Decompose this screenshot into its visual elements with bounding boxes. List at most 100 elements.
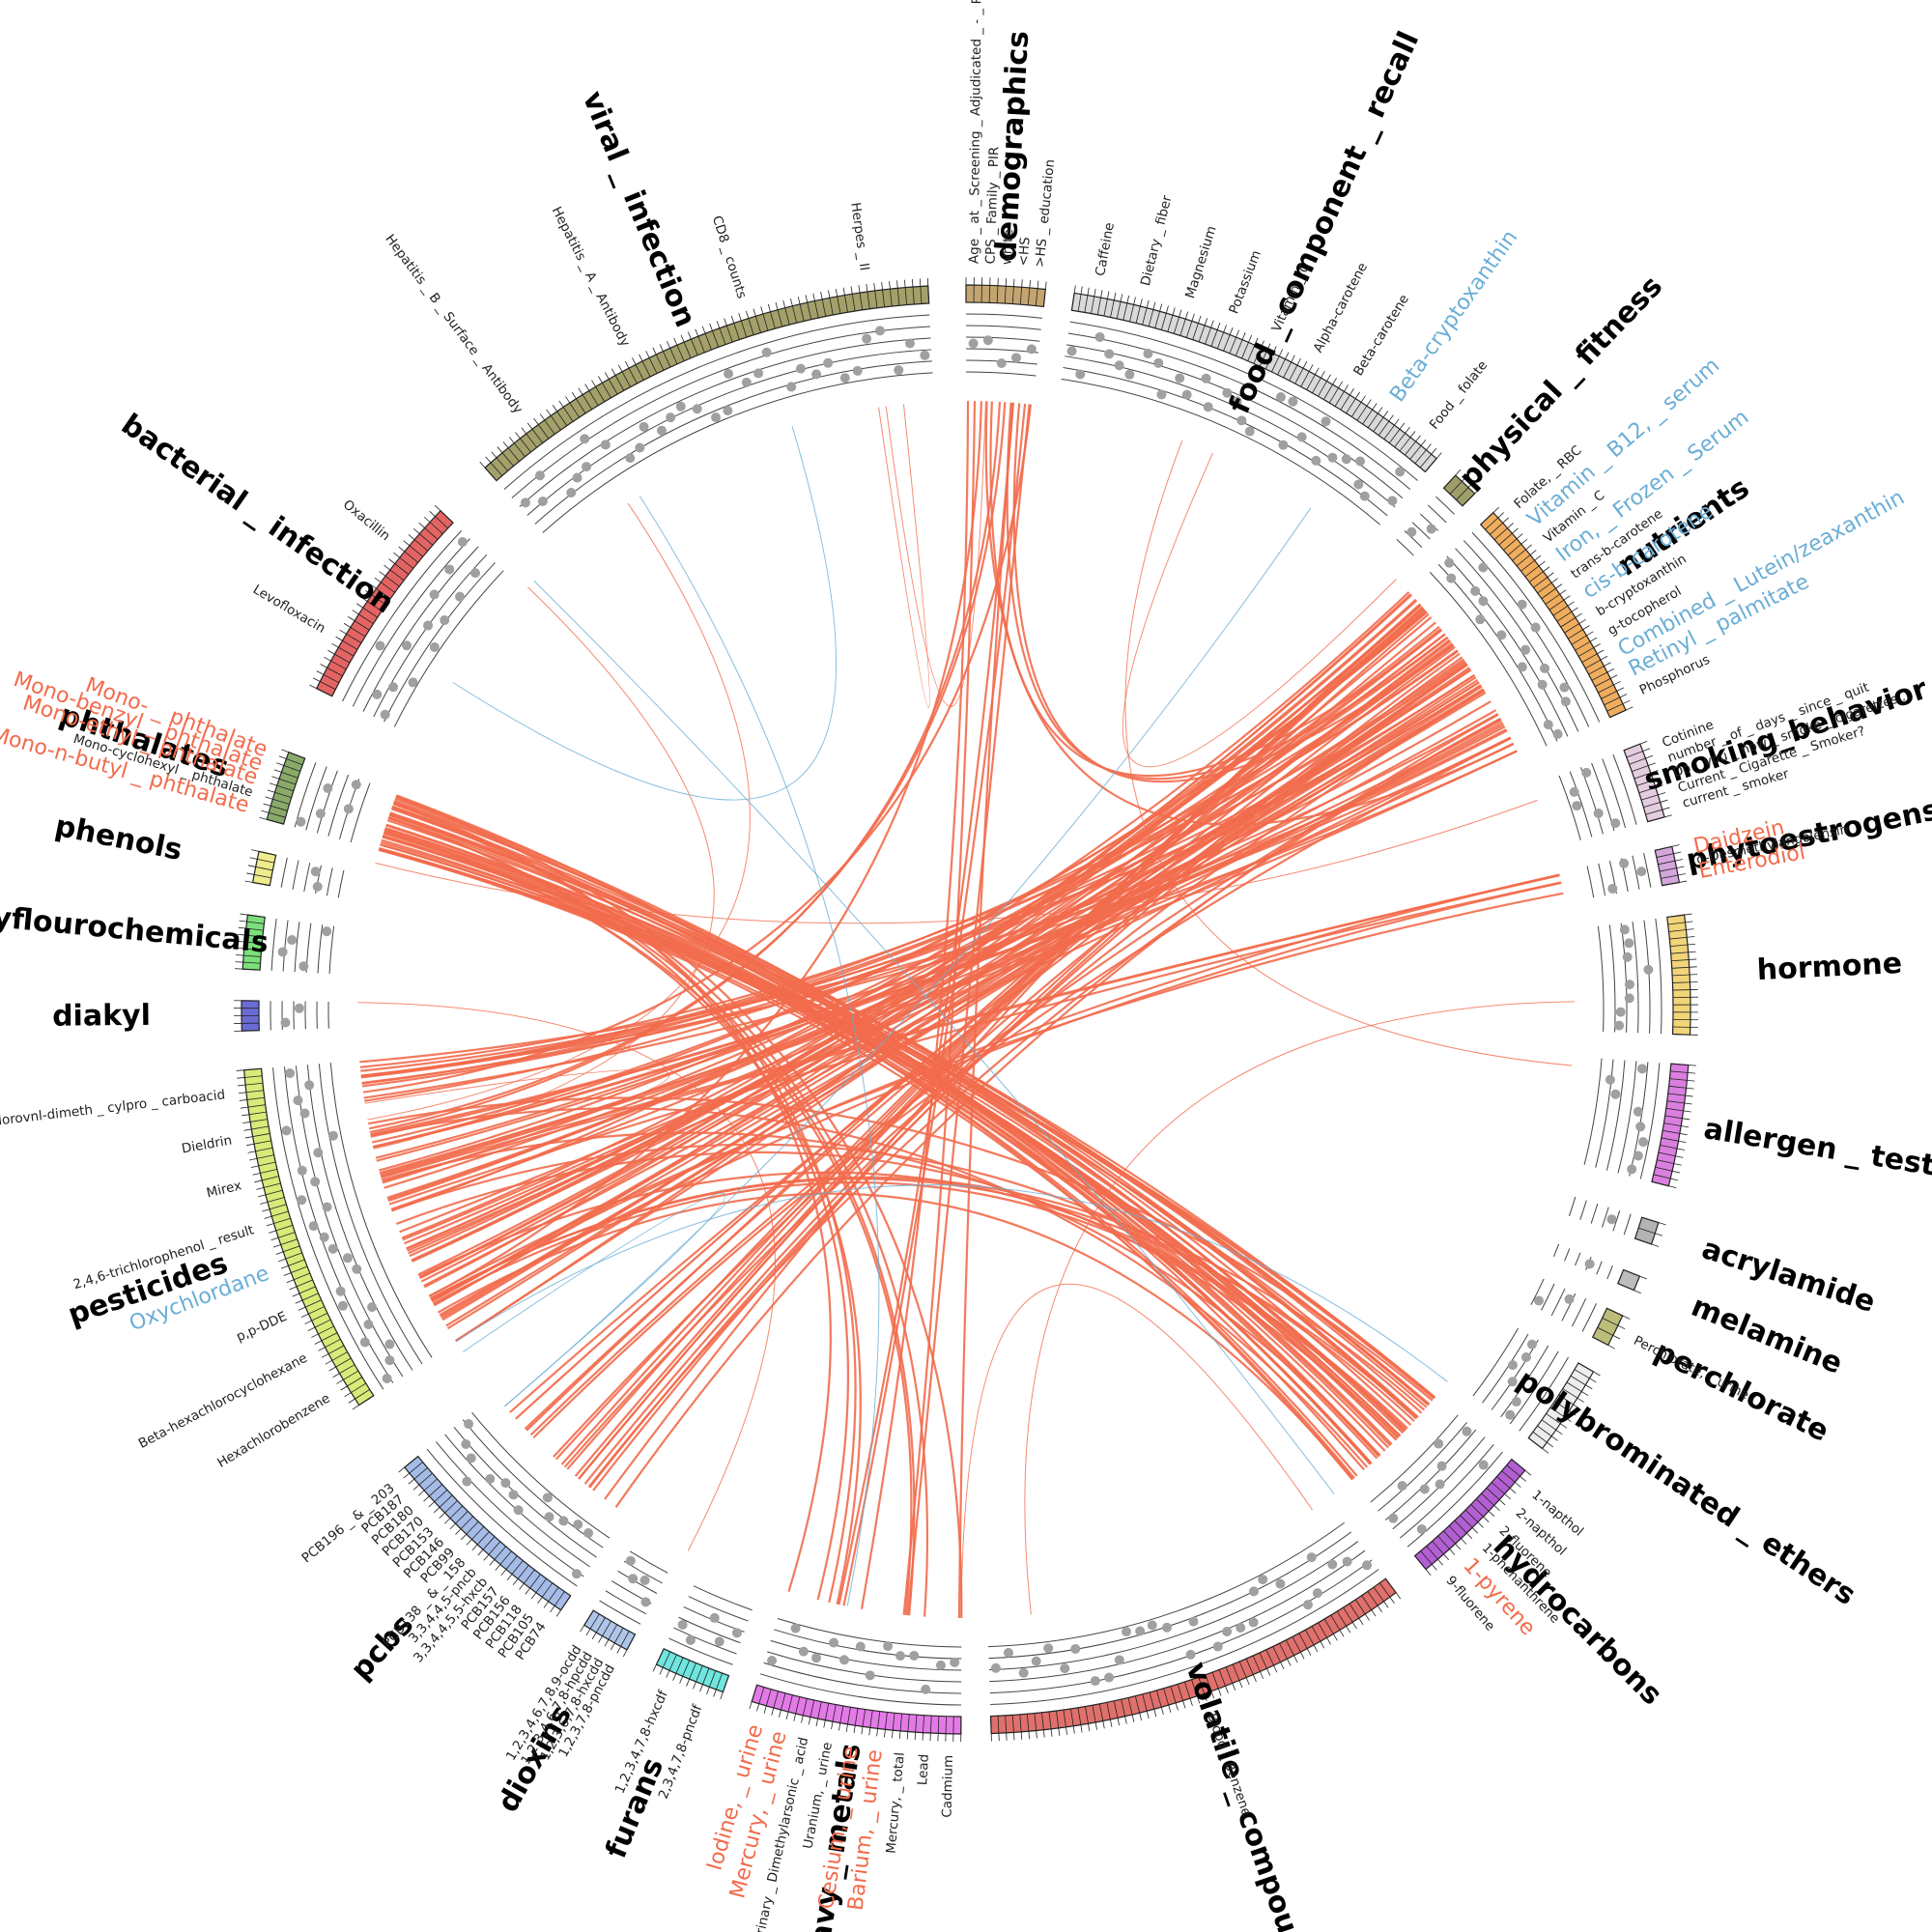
variable-tick bbox=[550, 1591, 565, 1613]
variable-tick bbox=[1554, 1401, 1577, 1416]
association-dot bbox=[1104, 349, 1115, 359]
association-dot bbox=[1444, 557, 1455, 568]
track-gridline bbox=[282, 920, 289, 972]
variable-tick bbox=[1218, 1669, 1229, 1693]
variable-tick bbox=[1103, 291, 1110, 317]
variable-tick bbox=[1005, 1715, 1008, 1741]
variable-tick bbox=[485, 456, 503, 476]
association-dot bbox=[1584, 1259, 1595, 1269]
variable-tick bbox=[1661, 873, 1686, 879]
variable-tick bbox=[1641, 1216, 1666, 1226]
variable-tick bbox=[533, 417, 550, 440]
track-gridline bbox=[1639, 1063, 1661, 1179]
association-dot bbox=[761, 347, 772, 357]
variable-tick bbox=[1672, 1034, 1698, 1036]
track-gridline bbox=[283, 1066, 394, 1383]
track-demographics bbox=[965, 277, 1047, 377]
association-dot bbox=[1236, 1623, 1246, 1634]
variable-tick bbox=[1653, 1174, 1679, 1181]
variable-tick bbox=[1148, 301, 1156, 327]
variable-tick bbox=[1373, 1586, 1389, 1608]
association-link bbox=[957, 402, 1014, 1618]
association-dot bbox=[294, 1003, 304, 1013]
variable-tick bbox=[1524, 560, 1546, 578]
variable-tick bbox=[286, 1272, 310, 1284]
variable-label: p,p-DDE bbox=[234, 1309, 289, 1345]
association-link bbox=[406, 598, 1417, 1250]
variable-tick bbox=[429, 510, 448, 529]
association-dot bbox=[639, 421, 649, 432]
variable-tick bbox=[1247, 337, 1259, 361]
association-dot bbox=[600, 440, 611, 450]
variable-tick bbox=[1426, 1546, 1443, 1566]
variable-tick bbox=[797, 297, 805, 322]
association-dot bbox=[312, 881, 323, 892]
association-dot bbox=[982, 335, 993, 346]
variable-tick bbox=[1223, 327, 1234, 352]
variable-tick bbox=[235, 968, 261, 971]
variable-tick bbox=[1179, 311, 1189, 336]
variable-tick bbox=[1609, 706, 1634, 718]
association-dot bbox=[457, 537, 468, 548]
association-link bbox=[367, 502, 751, 1121]
association-link bbox=[430, 873, 1560, 1301]
variable-tick bbox=[515, 432, 531, 453]
association-dot bbox=[874, 326, 885, 336]
variable-tick bbox=[996, 277, 999, 303]
track-gridline bbox=[542, 372, 933, 533]
variable-tick bbox=[1346, 391, 1360, 414]
association-link bbox=[989, 401, 1443, 778]
track-gridline bbox=[965, 348, 1039, 354]
variable-tick bbox=[1378, 1582, 1395, 1604]
association-dot bbox=[297, 1195, 307, 1206]
association-dot bbox=[408, 677, 418, 688]
track-gridline bbox=[1608, 924, 1616, 1033]
variable-tick bbox=[823, 1702, 830, 1728]
variable-tick bbox=[283, 1265, 308, 1276]
variable-tick bbox=[428, 1490, 448, 1508]
association-link bbox=[504, 507, 1312, 1407]
track-gridline bbox=[688, 1596, 749, 1622]
association-link bbox=[532, 737, 1512, 1439]
association-link bbox=[439, 881, 1562, 1317]
variable-tick bbox=[686, 1662, 696, 1687]
variable-label: 2,3,4,7,8-pncdf bbox=[656, 1702, 706, 1802]
association-link bbox=[533, 580, 1335, 1494]
variable-tick bbox=[1277, 352, 1290, 376]
variable-tick bbox=[1636, 777, 1662, 786]
variable-tick bbox=[1597, 1326, 1621, 1340]
variable-tick bbox=[1198, 1677, 1208, 1701]
variable-tick bbox=[1318, 1622, 1331, 1645]
variable-tick bbox=[1160, 305, 1169, 330]
track-gridline bbox=[774, 1629, 962, 1660]
association-dot bbox=[566, 487, 577, 497]
association-dot bbox=[1636, 1064, 1647, 1074]
association-dot bbox=[1258, 1575, 1268, 1585]
track-gridline bbox=[1591, 762, 1615, 832]
association-dot bbox=[1341, 454, 1351, 465]
variable-label: Hepatitis _ B _ Surface _ Antibody bbox=[382, 232, 526, 417]
variable-tick bbox=[1577, 1362, 1601, 1377]
track-gridline bbox=[605, 1590, 646, 1615]
variable-tick bbox=[466, 1526, 485, 1546]
variable-tick bbox=[1409, 439, 1427, 460]
variable-label: Alpha-carotene bbox=[1310, 260, 1371, 355]
variable-tick bbox=[1185, 313, 1195, 338]
variable-tick bbox=[716, 321, 726, 345]
variable-tick bbox=[1232, 1663, 1243, 1689]
track-gridline bbox=[673, 1627, 737, 1655]
association-link bbox=[902, 401, 977, 1615]
variable-tick bbox=[238, 1090, 264, 1094]
variable-tick bbox=[1577, 643, 1601, 657]
association-dot bbox=[1362, 1560, 1373, 1571]
variable-tick bbox=[1604, 694, 1628, 706]
variable-tick bbox=[990, 1716, 992, 1742]
association-dot bbox=[786, 382, 797, 392]
variable-tick bbox=[1173, 309, 1182, 334]
association-dot bbox=[315, 809, 326, 819]
track-gridline bbox=[1370, 1414, 1459, 1503]
track-gridline bbox=[534, 360, 932, 525]
variable-tick bbox=[760, 306, 769, 331]
association-link bbox=[960, 1283, 1313, 1618]
variable-tick bbox=[479, 461, 497, 481]
